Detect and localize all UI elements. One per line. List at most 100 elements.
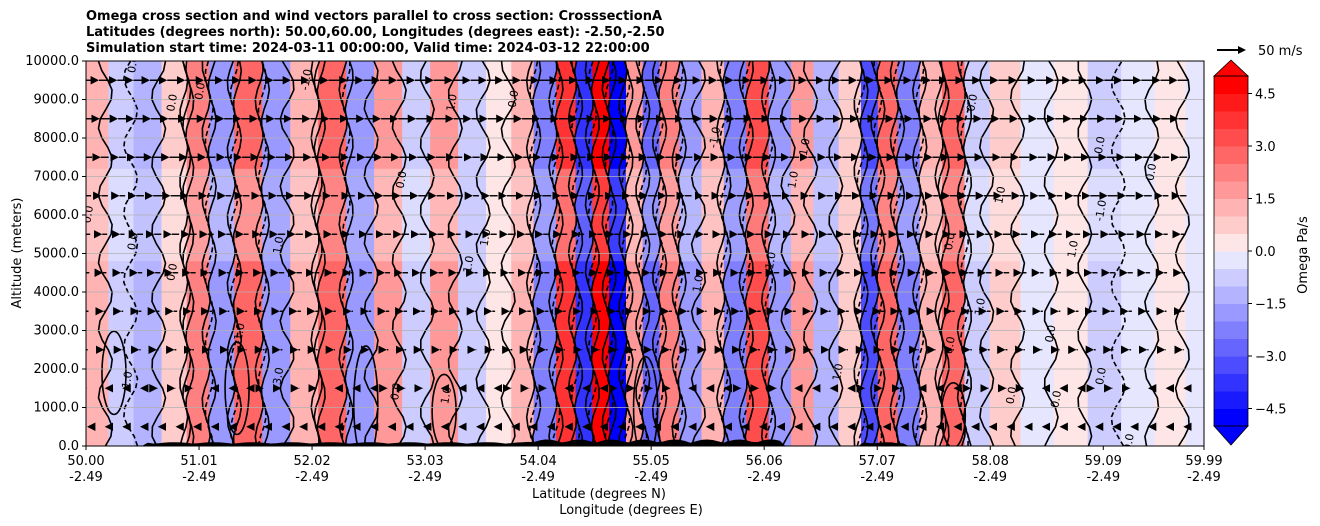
contour-label: 3.0 — [270, 366, 286, 385]
colorbar-segment — [1214, 76, 1248, 94]
y-tick-label: 2000.0 — [34, 362, 80, 377]
contour-label: 0.0 — [1121, 433, 1137, 452]
colorbar-segment — [1214, 391, 1248, 409]
y-tick-label: 9000.0 — [34, 93, 80, 108]
chart-title-line-2: Latitudes (degrees north): 50.00,60.00, … — [86, 25, 665, 40]
colorbar-segment — [1214, 163, 1248, 182]
contour-label: -1.0 — [1093, 199, 1110, 222]
y-tick-label: 7000.0 — [34, 170, 80, 185]
quiver-key-label: 50 m/s — [1258, 44, 1303, 59]
x-tick-label-lat: 58.08 — [972, 454, 1009, 469]
contour-label: 0.0 — [80, 205, 96, 224]
colorbar-tick-label: 0.0 — [1255, 245, 1276, 260]
contour-label: 0.0 — [1004, 386, 1020, 405]
colorbar-tick-label: 3.0 — [1255, 140, 1276, 155]
colorbar-extend-max — [1212, 59, 1250, 77]
contour-label: 1.0 — [763, 251, 779, 270]
contour-label: 0.0 — [388, 382, 404, 401]
quiver-key: 50 m/s — [1217, 44, 1303, 59]
contour-label: 1.0 — [785, 170, 801, 189]
contour-loop — [431, 373, 457, 446]
y-tick-label: 8000.0 — [34, 131, 80, 146]
contour-label: 0.0 — [164, 262, 180, 281]
contour-label: -1.0 — [231, 322, 248, 345]
contour-label: -1.0 — [707, 126, 724, 149]
x-tick-label-lon: -2.49 — [408, 470, 442, 485]
colorbar-segment — [1214, 303, 1248, 322]
contour-label: 0.0 — [1092, 135, 1108, 154]
contour-label: 0.0 — [164, 93, 180, 112]
contour-labels: 0.0 0.0 0.0 -1.0 1.0 0.0 -1.0 -1.0 0.0 0.0 0.0 0.0 0… — [80, 54, 1159, 452]
contour-label: 0.0 — [1043, 324, 1059, 343]
contour-label: 1.0 — [972, 297, 988, 316]
contour-loop — [224, 341, 250, 436]
colorbar-tick-label: 1.5 — [1255, 193, 1276, 208]
contour-line — [204, 61, 214, 446]
contour-label: 0.0 — [1048, 389, 1064, 408]
y-axis: 0.0 1000.0 2000.0 3000.0 4000.0 5000.0 6000.0 7… — [25, 54, 86, 454]
contour-label: -1.0 — [298, 68, 315, 91]
y-axis-label: Altitude (meters) — [10, 198, 25, 309]
colorbar-tick-label: 4.5 — [1255, 88, 1276, 103]
colorbar-segment — [1214, 373, 1248, 392]
contour-line — [638, 61, 648, 446]
contour-label: 1.0 — [444, 93, 460, 112]
chart-title-line-1: Omega cross section and wind vectors par… — [86, 9, 663, 24]
y-tick-label: 1000.0 — [34, 401, 80, 416]
x-tick-label-lon: -2.49 — [860, 470, 894, 485]
contour-label: 1.0 — [690, 274, 706, 293]
x-axis-label-lon: Longitude (degrees E) — [559, 503, 703, 518]
x-tick-label-lat: 57.07 — [859, 454, 896, 469]
x-tick-label-lat: 55.05 — [633, 454, 670, 469]
colorbar: 4.5 3.0 1.5 0.0 −1.5 −3.0 −4.5 — [1212, 59, 1287, 446]
contour-label: 0.0 — [125, 232, 141, 251]
x-tick-label-lat: 50.00 — [67, 454, 104, 469]
colorbar-segment — [1214, 286, 1248, 304]
colorbar-segment — [1214, 233, 1248, 252]
x-tick-label-lon: -2.49 — [1187, 470, 1221, 485]
colorbar-segment — [1214, 93, 1248, 112]
contour-label: 1.0 — [438, 386, 454, 405]
x-tick-label-lat: 54.04 — [520, 454, 557, 469]
colorbar-label: Omega Pa/s — [1296, 216, 1311, 294]
colorbar-segment — [1214, 338, 1248, 357]
contour-label: 0.0 — [394, 170, 410, 189]
contour-line — [719, 61, 729, 446]
contour-label: 1.0 — [992, 185, 1008, 204]
chart-title-line-3: Simulation start time: 2024-03-11 00:00:… — [86, 41, 650, 56]
contour-loop — [940, 382, 967, 446]
contour-label: 0.0 — [942, 336, 958, 355]
x-tick-label-lat: 53.03 — [406, 454, 443, 469]
x-tick-label-lon: -2.49 — [182, 470, 216, 485]
x-tick-label-lat: 59.09 — [1085, 454, 1122, 469]
contour-label: 0.0 — [125, 54, 141, 73]
colorbar-segment — [1214, 321, 1248, 339]
x-tick-label-lat: 59.99 — [1185, 454, 1222, 469]
x-tick-label-lon: -2.49 — [69, 470, 103, 485]
contour-label: 0.0 — [1143, 162, 1159, 181]
x-tick-label-lon: -2.49 — [521, 470, 555, 485]
colorbar-segment — [1214, 146, 1248, 164]
contour-line — [570, 61, 581, 446]
contour-line — [959, 61, 970, 446]
wind-vectors — [86, 76, 1189, 393]
x-tick-label-lon: -2.49 — [1086, 470, 1120, 485]
colorbar-segment — [1214, 128, 1248, 147]
terrain — [86, 439, 1204, 446]
colorbar-segment — [1214, 181, 1248, 199]
y-tick-label: 6000.0 — [34, 208, 80, 223]
contour-label: 0.0 — [964, 93, 980, 112]
contour-line — [856, 61, 866, 446]
contour-label: -1.0 — [796, 137, 813, 160]
x-tick-label-lon: -2.49 — [634, 470, 668, 485]
contour-label: 1.0 — [270, 235, 286, 254]
x-tick-label-lon: -2.49 — [295, 470, 329, 485]
contour-label: 1.0 — [119, 370, 135, 389]
colorbar-tick-label: −1.5 — [1255, 298, 1287, 313]
x-axis-label-lat: Latitude (degrees N) — [532, 487, 666, 502]
colorbar-extend-min — [1213, 425, 1249, 446]
contour-loop — [101, 330, 127, 416]
x-tick-label-lat: 51.01 — [180, 454, 217, 469]
colorbar-segment — [1214, 111, 1248, 129]
